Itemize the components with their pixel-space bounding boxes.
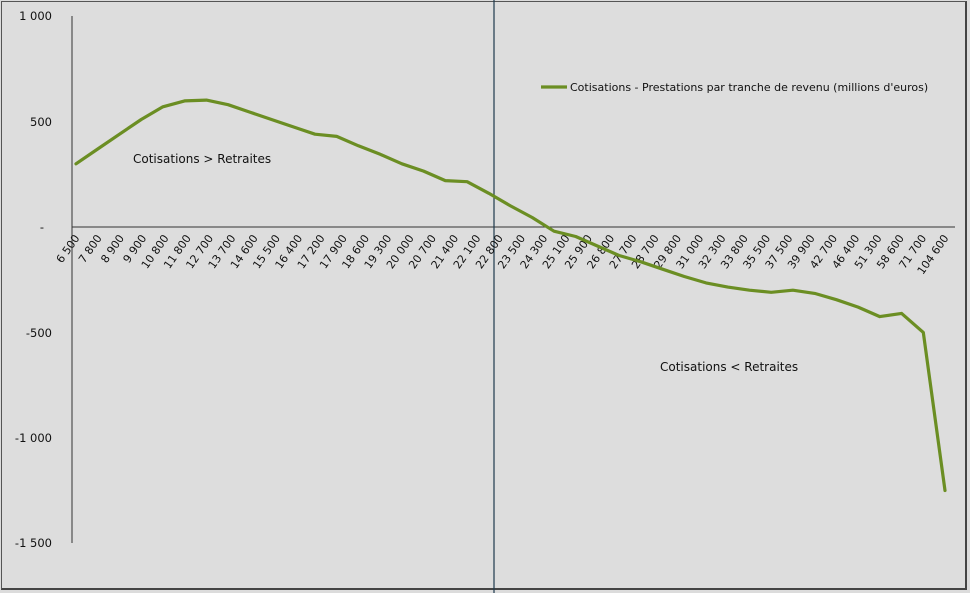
y-tick-minus-1000: -1 000 (15, 431, 52, 445)
y-tick-1000: 1 000 (19, 9, 52, 23)
legend-label: Cotisations - Prestations par tranche de… (570, 81, 928, 94)
y-tick-0: - (40, 220, 44, 234)
y-tick-minus-500: -500 (26, 326, 52, 340)
series-line (74, 98, 947, 493)
y-tick-minus-1500: -1 500 (15, 536, 52, 550)
legend: Cotisations - Prestations par tranche de… (541, 81, 928, 94)
annotation-above: Cotisations > Retraites (133, 152, 271, 166)
annotation-below: Cotisations < Retraites (660, 360, 798, 374)
y-tick-500: 500 (30, 115, 52, 129)
y-axis: 1 000 500 - -500 -1 000 -1 500 (15, 9, 73, 550)
